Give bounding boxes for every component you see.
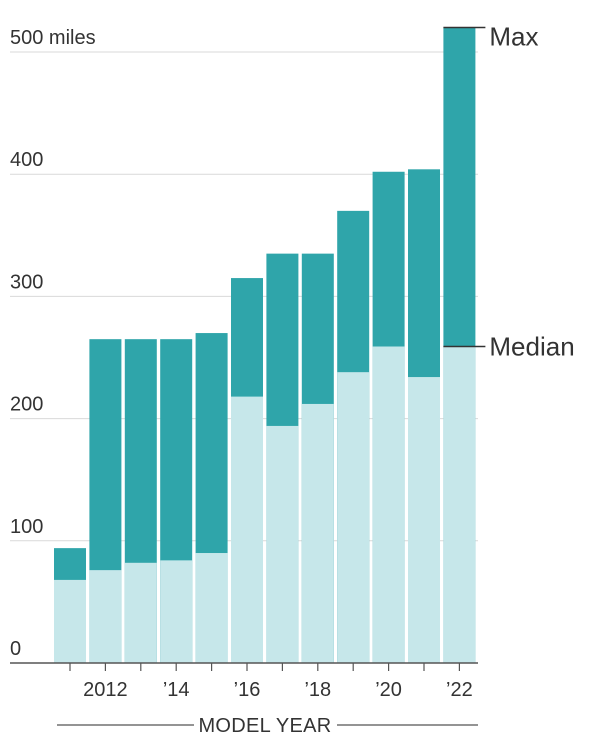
x-tick-label: ’16 [234,679,261,701]
x-axis-title: MODEL YEAR [198,715,331,737]
median-bar [124,562,157,663]
median-bar [301,403,334,663]
y-axis-ticks: 0 100 200 300 400 500 miles [10,27,96,660]
x-tick-label: 2012 [83,679,128,701]
y-tick-label: 100 [10,516,43,538]
x-tick-label: ’14 [163,679,190,701]
x-axis-title-group: MODEL YEAR [57,715,478,737]
bars [54,27,476,664]
y-tick-label: 400 [10,149,43,171]
y-tick-label: 300 [10,271,43,293]
median-bar [443,346,476,663]
y-tick-label: 0 [10,638,21,660]
x-tick-label: ’20 [375,679,402,701]
median-bar [372,346,405,663]
y-tick-label: 200 [10,394,43,416]
median-bar [195,553,228,663]
median-bar [160,560,193,663]
y-tick-label: 500 miles [10,27,96,49]
median-bar [408,377,440,663]
x-axis-ticks: 2012 ’14 ’16 ’18 ’20 ’22 [69,663,473,701]
median-bar [337,372,370,663]
median-bar [266,425,299,663]
median-callout-label: Median [489,332,574,362]
x-tick-label: ’18 [304,679,331,701]
callouts: Max Median [443,22,575,362]
x-tick-label: ’22 [446,679,473,701]
median-bar [54,579,86,663]
median-bar [231,396,263,663]
max-callout-label: Max [489,22,538,52]
median-bar [89,570,122,663]
